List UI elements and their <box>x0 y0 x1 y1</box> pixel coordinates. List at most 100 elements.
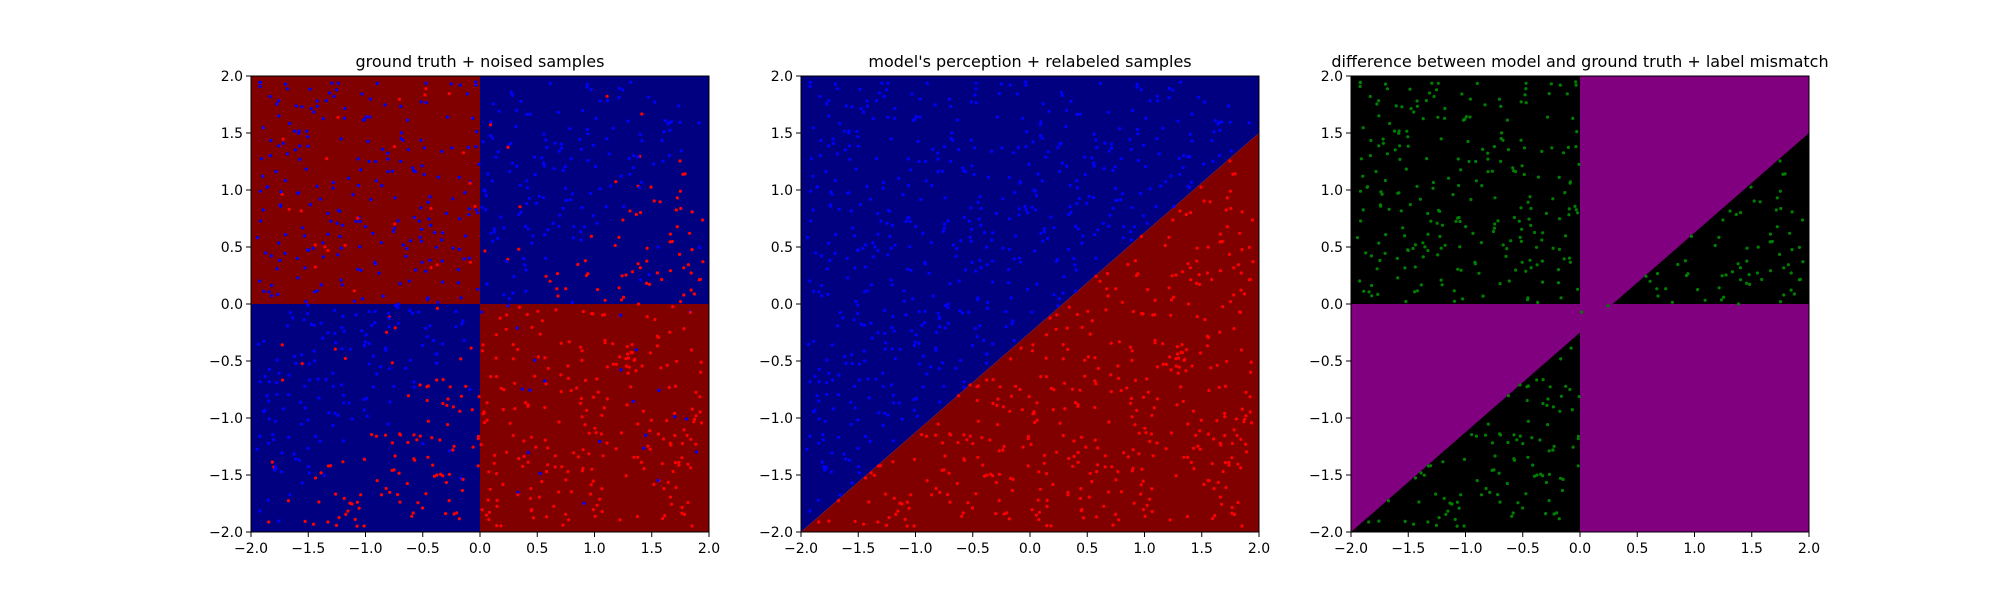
sample-point <box>1524 87 1528 91</box>
sample-point <box>1049 524 1053 528</box>
sample-point <box>1096 446 1100 450</box>
sample-point <box>1452 289 1456 293</box>
sample-point <box>630 270 635 274</box>
sample-point <box>811 208 815 212</box>
sample-point <box>398 500 402 504</box>
sample-point <box>1369 254 1373 258</box>
sample-point <box>523 263 527 267</box>
sample-point <box>1090 319 1094 323</box>
sample-point <box>435 263 439 267</box>
sample-point <box>1408 203 1412 207</box>
sample-point <box>1240 407 1244 411</box>
sample-point <box>1534 245 1539 249</box>
sample-point <box>1736 262 1740 266</box>
sample-point <box>942 384 946 388</box>
sample-point <box>690 524 694 528</box>
sample-point <box>1169 431 1173 435</box>
sample-point <box>602 406 606 410</box>
sample-point <box>1135 127 1139 131</box>
x-tick-label: −1.5 <box>291 541 325 557</box>
sample-point <box>502 388 506 392</box>
sample-point <box>997 472 1002 476</box>
sample-point <box>1017 256 1022 260</box>
sample-point <box>436 175 440 179</box>
sample-point <box>1182 455 1186 459</box>
sample-point <box>1172 204 1176 208</box>
sample-point <box>1116 470 1120 474</box>
sample-point <box>462 257 466 261</box>
sample-point <box>1176 371 1180 375</box>
sample-point <box>516 347 520 352</box>
sample-point <box>1493 454 1497 458</box>
sample-point <box>1041 102 1045 106</box>
sample-point <box>1522 146 1527 150</box>
sample-point <box>876 331 880 335</box>
sample-point <box>1047 109 1051 113</box>
sample-point <box>393 454 397 458</box>
sample-point <box>1498 282 1502 286</box>
sample-point <box>603 298 607 302</box>
sample-point <box>1447 176 1451 180</box>
sample-point <box>425 335 429 339</box>
sample-point <box>647 273 651 277</box>
sample-point <box>891 314 895 319</box>
sample-point <box>412 433 416 437</box>
sample-point <box>465 92 469 96</box>
sample-point <box>969 206 973 210</box>
sample-point <box>1426 248 1430 253</box>
sample-point <box>830 451 834 455</box>
sample-point <box>673 384 678 388</box>
sample-point <box>1446 509 1450 513</box>
sample-point <box>1144 165 1148 169</box>
y-tick-label: 1.5 <box>771 126 793 142</box>
sample-point <box>1455 500 1459 504</box>
sample-point <box>1367 290 1371 294</box>
sample-point <box>353 517 357 522</box>
sample-point <box>624 474 628 478</box>
sample-point <box>440 259 444 263</box>
sample-point <box>829 190 833 194</box>
sample-point <box>853 384 857 388</box>
sample-point <box>1409 107 1413 111</box>
sample-point <box>1075 202 1079 206</box>
sample-point <box>634 369 638 373</box>
sample-point <box>1568 181 1572 185</box>
sample-point <box>914 225 918 229</box>
sample-point <box>989 472 993 476</box>
sample-point <box>1468 97 1472 101</box>
sample-point <box>388 490 392 494</box>
sample-point <box>587 452 591 456</box>
sample-point <box>808 434 812 438</box>
sample-point <box>1385 152 1389 156</box>
sample-point <box>1042 227 1047 231</box>
sample-point <box>969 239 974 243</box>
sample-point <box>1128 137 1132 141</box>
sample-point <box>275 102 279 106</box>
sample-point <box>343 106 347 111</box>
sample-point <box>678 120 682 124</box>
sample-point <box>1114 512 1118 516</box>
sample-point <box>1091 196 1096 200</box>
sample-point <box>1248 410 1252 414</box>
sample-point <box>1683 259 1687 263</box>
sample-point <box>1426 464 1430 468</box>
sample-point <box>1551 197 1555 201</box>
sample-point <box>1413 265 1417 269</box>
sample-point <box>1210 277 1214 282</box>
sample-point <box>995 115 1000 119</box>
sample-point <box>946 493 950 497</box>
sample-point <box>1227 460 1231 465</box>
sample-point <box>594 165 598 169</box>
sample-point <box>1135 408 1139 412</box>
sample-point <box>684 417 689 421</box>
sample-point <box>1475 479 1479 483</box>
sample-point <box>458 83 462 87</box>
sample-point <box>958 308 962 313</box>
sample-point <box>1213 119 1218 123</box>
sample-point <box>1190 139 1194 143</box>
sample-point <box>859 107 863 111</box>
sample-point <box>411 511 415 515</box>
sample-point <box>921 385 925 389</box>
sample-point <box>303 266 307 270</box>
sample-point <box>419 239 423 243</box>
